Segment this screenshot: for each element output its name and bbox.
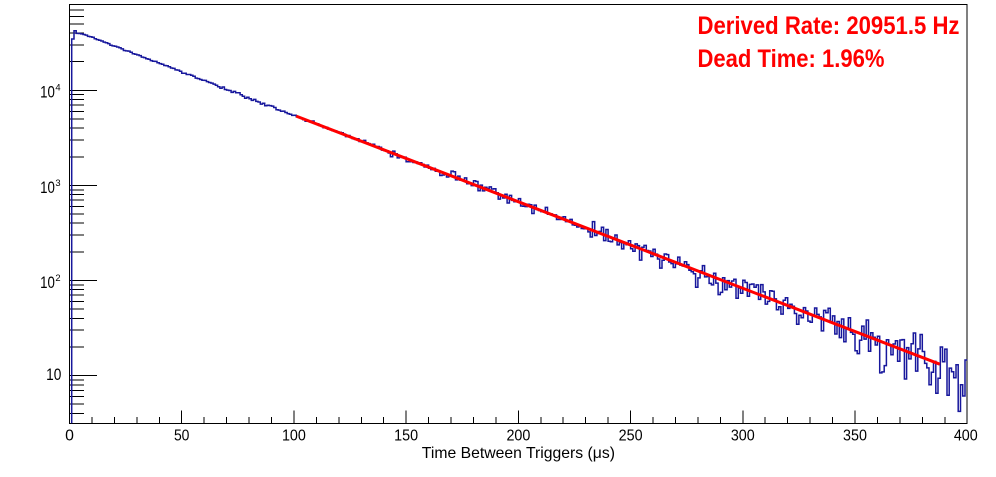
svg-text:100: 100 bbox=[282, 427, 306, 444]
svg-text:3: 3 bbox=[55, 177, 60, 188]
svg-text:4: 4 bbox=[55, 82, 60, 93]
svg-text:200: 200 bbox=[506, 427, 530, 444]
svg-text:250: 250 bbox=[619, 427, 643, 444]
svg-text:10: 10 bbox=[46, 366, 61, 384]
svg-text:Dead Time: 1.96%: Dead Time: 1.96% bbox=[698, 45, 885, 73]
svg-text:50: 50 bbox=[174, 427, 190, 444]
svg-text:400: 400 bbox=[954, 427, 978, 444]
svg-text:10: 10 bbox=[40, 179, 55, 197]
svg-text:2: 2 bbox=[55, 272, 60, 283]
svg-text:Time Between Triggers (μs): Time Between Triggers (μs) bbox=[422, 445, 615, 462]
svg-text:300: 300 bbox=[731, 427, 755, 444]
svg-text:Derived Rate: 20951.5 Hz: Derived Rate: 20951.5 Hz bbox=[698, 12, 960, 40]
svg-text:10: 10 bbox=[40, 84, 55, 102]
svg-text:150: 150 bbox=[394, 427, 418, 444]
svg-text:0: 0 bbox=[65, 427, 74, 444]
svg-text:350: 350 bbox=[843, 427, 867, 444]
svg-text:10: 10 bbox=[40, 274, 55, 292]
